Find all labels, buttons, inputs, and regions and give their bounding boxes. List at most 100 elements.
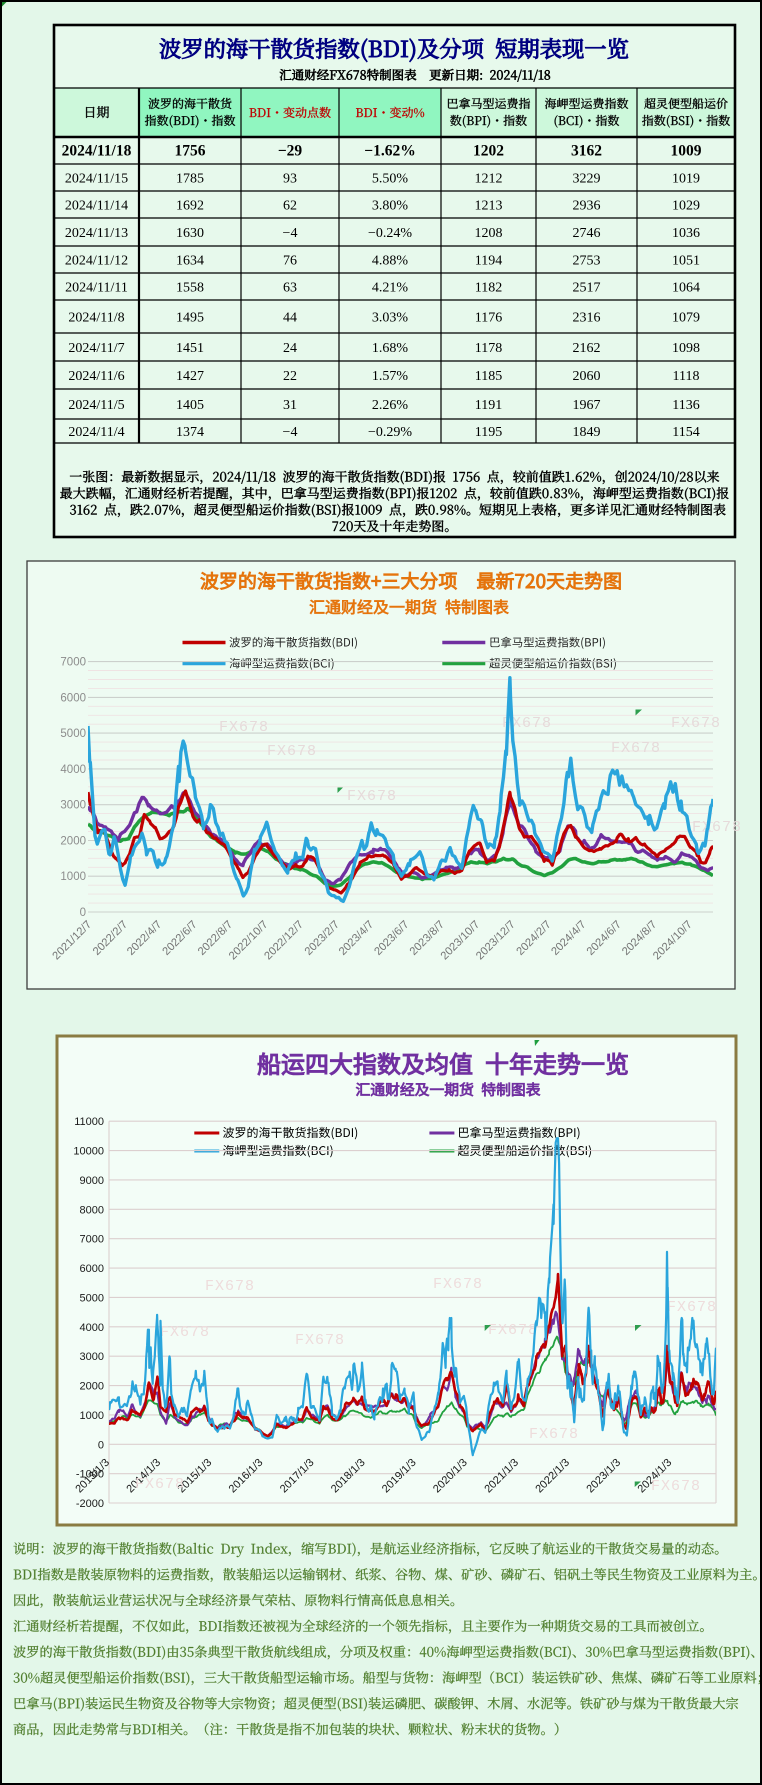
- svg-text:1405: 1405: [176, 398, 204, 413]
- svg-text:−0.24%: −0.24%: [368, 226, 412, 241]
- svg-text:1036: 1036: [672, 226, 700, 241]
- svg-text:1558: 1558: [176, 281, 204, 296]
- svg-text:2316: 2316: [573, 311, 601, 326]
- svg-text:1212: 1212: [475, 172, 503, 187]
- svg-text:-1000: -1000: [76, 1469, 104, 1481]
- svg-text:9000: 9000: [80, 1175, 104, 1187]
- svg-text:1202: 1202: [473, 143, 504, 160]
- svg-text:1009: 1009: [671, 143, 702, 160]
- svg-text:5.50%: 5.50%: [372, 172, 409, 187]
- svg-text:1194: 1194: [475, 254, 502, 269]
- svg-text:FX678: FX678: [671, 715, 721, 732]
- svg-text:1118: 1118: [673, 369, 700, 384]
- svg-text:FX678: FX678: [502, 715, 552, 732]
- svg-text:1064: 1064: [672, 281, 700, 296]
- svg-text:3000: 3000: [80, 1351, 104, 1363]
- svg-text:4000: 4000: [60, 764, 86, 776]
- svg-text:2024/11/13: 2024/11/13: [65, 226, 128, 241]
- svg-text:1785: 1785: [176, 172, 204, 187]
- svg-text:2517: 2517: [573, 281, 601, 296]
- svg-text:1495: 1495: [176, 311, 204, 326]
- svg-text:1630: 1630: [176, 226, 204, 241]
- svg-text:62: 62: [283, 199, 297, 214]
- svg-text:−4: −4: [283, 425, 298, 440]
- svg-text:3.80%: 3.80%: [372, 199, 409, 214]
- svg-text:1154: 1154: [672, 425, 699, 440]
- svg-text:FX678: FX678: [135, 1476, 185, 1493]
- svg-text:1451: 1451: [176, 341, 204, 356]
- svg-text:2162: 2162: [573, 341, 601, 356]
- svg-text:10000: 10000: [73, 1146, 104, 1158]
- svg-text:2.26%: 2.26%: [372, 398, 409, 413]
- svg-text:1176: 1176: [475, 311, 502, 326]
- svg-text:1756: 1756: [175, 143, 206, 160]
- svg-text:1849: 1849: [573, 425, 601, 440]
- svg-text:7000: 7000: [80, 1234, 104, 1246]
- svg-text:FX678: FX678: [295, 1332, 345, 1349]
- svg-text:76: 76: [283, 254, 297, 269]
- svg-text:1.57%: 1.57%: [372, 369, 409, 384]
- svg-text:FX678: FX678: [651, 1478, 701, 1495]
- svg-text:FX678: FX678: [433, 1276, 483, 1293]
- svg-text:1079: 1079: [672, 311, 700, 326]
- svg-text:1000: 1000: [80, 1410, 104, 1422]
- svg-text:1195: 1195: [475, 425, 502, 440]
- svg-text:1019: 1019: [672, 172, 700, 187]
- svg-text:2024/11/7: 2024/11/7: [68, 341, 124, 356]
- svg-text:FX678: FX678: [611, 740, 661, 757]
- svg-text:1634: 1634: [176, 254, 204, 269]
- svg-text:22: 22: [283, 369, 297, 384]
- svg-text:2024/11/5: 2024/11/5: [68, 398, 124, 413]
- svg-text:1051: 1051: [672, 254, 700, 269]
- svg-text:2746: 2746: [573, 226, 601, 241]
- svg-text:2024/11/4: 2024/11/4: [68, 425, 124, 440]
- svg-text:2024/11/11: 2024/11/11: [65, 281, 128, 296]
- svg-text:11000: 11000: [74, 1116, 104, 1128]
- svg-text:3000: 3000: [60, 800, 86, 812]
- svg-text:−4: −4: [283, 226, 298, 241]
- svg-text:0: 0: [98, 1439, 104, 1451]
- svg-text:1000: 1000: [60, 871, 86, 883]
- svg-text:4000: 4000: [80, 1322, 104, 1334]
- svg-text:2753: 2753: [573, 254, 601, 269]
- svg-text:2936: 2936: [573, 199, 601, 214]
- svg-text:1692: 1692: [176, 199, 204, 214]
- svg-text:31: 31: [283, 398, 297, 413]
- svg-text:FX678: FX678: [488, 1322, 538, 1339]
- svg-text:3162: 3162: [571, 143, 602, 160]
- svg-text:1967: 1967: [573, 398, 601, 413]
- svg-text:24: 24: [283, 341, 297, 356]
- svg-text:−0.29%: −0.29%: [368, 425, 412, 440]
- svg-text:1185: 1185: [475, 369, 502, 384]
- svg-text:7000: 7000: [60, 657, 86, 669]
- svg-text:6000: 6000: [80, 1263, 104, 1275]
- svg-text:2060: 2060: [573, 369, 601, 384]
- svg-text:4.21%: 4.21%: [372, 281, 409, 296]
- svg-text:FX678: FX678: [347, 788, 397, 805]
- svg-text:4.88%: 4.88%: [372, 254, 409, 269]
- svg-text:−29: −29: [278, 143, 303, 160]
- svg-text:2024/11/18: 2024/11/18: [62, 143, 132, 160]
- svg-text:44: 44: [283, 311, 297, 326]
- svg-text:FX678: FX678: [529, 1426, 579, 1443]
- svg-text:1191: 1191: [475, 398, 502, 413]
- svg-text:FX678: FX678: [219, 719, 269, 736]
- svg-text:1427: 1427: [176, 369, 204, 384]
- svg-text:0: 0: [80, 907, 86, 919]
- svg-text:−1.62%: −1.62%: [364, 143, 415, 160]
- svg-text:FX678: FX678: [160, 1324, 210, 1341]
- svg-text:1029: 1029: [672, 199, 700, 214]
- svg-text:2024/11/6: 2024/11/6: [68, 369, 124, 384]
- svg-text:-2000: -2000: [76, 1498, 104, 1510]
- svg-text:2024/11/14: 2024/11/14: [65, 199, 128, 214]
- svg-text:63: 63: [283, 281, 297, 296]
- svg-text:1208: 1208: [475, 226, 503, 241]
- svg-text:2024/11/15: 2024/11/15: [65, 172, 128, 187]
- svg-text:FX678: FX678: [267, 743, 317, 760]
- svg-text:1178: 1178: [475, 341, 502, 356]
- svg-text:FX678: FX678: [692, 819, 742, 836]
- svg-text:6000: 6000: [60, 692, 86, 704]
- svg-text:1213: 1213: [475, 199, 503, 214]
- svg-text:FX678: FX678: [667, 1299, 717, 1316]
- svg-text:FX678: FX678: [205, 1278, 255, 1295]
